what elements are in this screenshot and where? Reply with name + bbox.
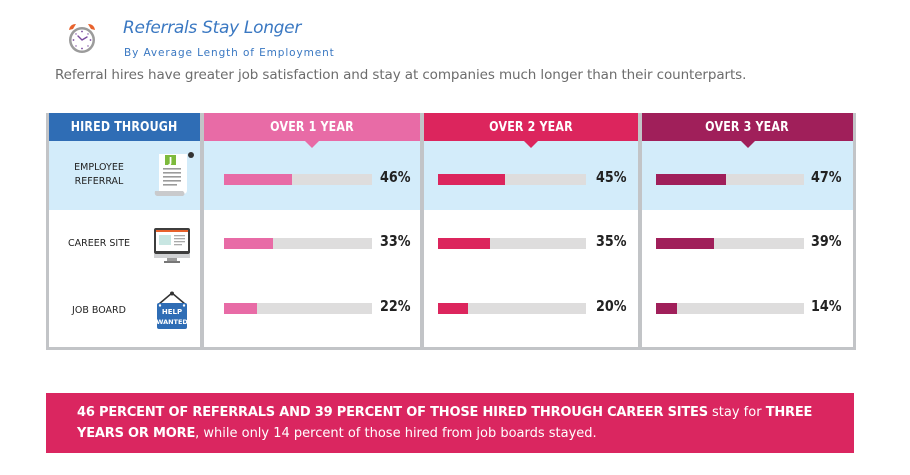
page-description: Referral hires have greater job satisfac… bbox=[55, 67, 747, 83]
resume-letter: J bbox=[168, 157, 172, 167]
column-header-over-3-year: OVER 3 YEAR bbox=[642, 113, 853, 148]
bar-track-job-board bbox=[438, 303, 586, 314]
page-subtitle: By Average Length of Employment bbox=[124, 47, 335, 59]
bar-track-job-board bbox=[224, 303, 372, 314]
bar-track-employee-referral bbox=[438, 174, 586, 185]
banner-highlight: THREE YEARS OR MORE bbox=[77, 405, 813, 441]
bar-job-board bbox=[656, 303, 677, 314]
column-header-label: OVER 3 YEAR bbox=[705, 119, 790, 135]
data-label-employee-referral: 46% bbox=[380, 168, 411, 186]
bar-career-site bbox=[656, 238, 714, 249]
column-header-hired-through: HIRED THROUGH bbox=[49, 113, 200, 141]
help-wanted-text: WANTED bbox=[156, 318, 188, 326]
data-label-job-board: 14% bbox=[811, 297, 842, 315]
bar-track-employee-referral bbox=[224, 174, 372, 185]
column-hired-through: HIRED THROUGH EMPLOYEE REFERRAL J CAREER… bbox=[49, 113, 200, 347]
bar-job-board bbox=[438, 303, 468, 314]
banner-highlight: 46 PERCENT OF REFERRALS AND 39 PERCENT O… bbox=[77, 405, 708, 420]
bar-career-site bbox=[224, 238, 273, 249]
bar-employee-referral bbox=[224, 174, 293, 185]
data-label-job-board: 22% bbox=[380, 297, 411, 315]
data-label-career-site: 33% bbox=[380, 232, 411, 250]
row-label-line: REFERRAL bbox=[74, 176, 124, 187]
help-wanted-sign-icon: HELP WANTED bbox=[156, 291, 188, 329]
header-pointer bbox=[305, 141, 319, 148]
data-label-employee-referral: 45% bbox=[596, 168, 627, 186]
data-label-employee-referral: 47% bbox=[811, 168, 842, 186]
column-header-label: HIRED THROUGH bbox=[71, 119, 178, 135]
column-over-3-year: OVER 3 YEAR 47% 39% 14% bbox=[642, 113, 853, 347]
alarm-clock-icon bbox=[69, 24, 95, 53]
header-pointer bbox=[740, 141, 755, 148]
banner-text: stay for bbox=[707, 405, 766, 420]
help-wanted-text: HELP bbox=[162, 308, 182, 316]
bar-track-job-board bbox=[656, 303, 804, 314]
bar-job-board bbox=[224, 303, 257, 314]
bar-track-career-site bbox=[438, 238, 586, 249]
data-label-career-site: 35% bbox=[596, 232, 627, 250]
column-header-label: OVER 1 YEAR bbox=[270, 119, 354, 135]
resume-scroll-icon: J bbox=[154, 152, 194, 196]
row-label-career-site: CAREER SITE bbox=[68, 238, 130, 249]
page-title: Referrals Stay Longer bbox=[123, 18, 302, 38]
column-header-over-1-year: OVER 1 YEAR bbox=[204, 113, 420, 148]
column-header-label: OVER 2 YEAR bbox=[489, 119, 573, 135]
row-label-employee-referral: EMPLOYEE REFERRAL bbox=[49, 161, 149, 189]
summary-banner: 46 PERCENT OF REFERRALS AND 39 PERCENT O… bbox=[46, 393, 854, 453]
header-pointer bbox=[524, 141, 538, 148]
row-label-line: EMPLOYEE bbox=[74, 162, 124, 173]
bar-employee-referral bbox=[656, 174, 726, 185]
data-label-job-board: 20% bbox=[596, 297, 627, 315]
banner-text: , while only 14 percent of those hired f… bbox=[195, 426, 597, 441]
column-header-over-2-year: OVER 2 YEAR bbox=[424, 113, 638, 148]
column-over-2-year: OVER 2 YEAR 45% 35% 20% bbox=[424, 113, 638, 347]
bar-track-employee-referral bbox=[656, 174, 804, 185]
column-over-1-year: OVER 1 YEAR 46% 33% 22% bbox=[204, 113, 420, 347]
retention-table: HIRED THROUGH EMPLOYEE REFERRAL J CAREER… bbox=[46, 113, 856, 350]
computer-monitor-icon bbox=[154, 228, 190, 263]
bar-career-site bbox=[438, 238, 490, 249]
data-label-career-site: 39% bbox=[811, 232, 842, 250]
row-label-job-board: JOB BOARD bbox=[72, 305, 126, 316]
bar-employee-referral bbox=[438, 174, 505, 185]
bar-track-career-site bbox=[656, 238, 804, 249]
bar-track-career-site bbox=[224, 238, 372, 249]
